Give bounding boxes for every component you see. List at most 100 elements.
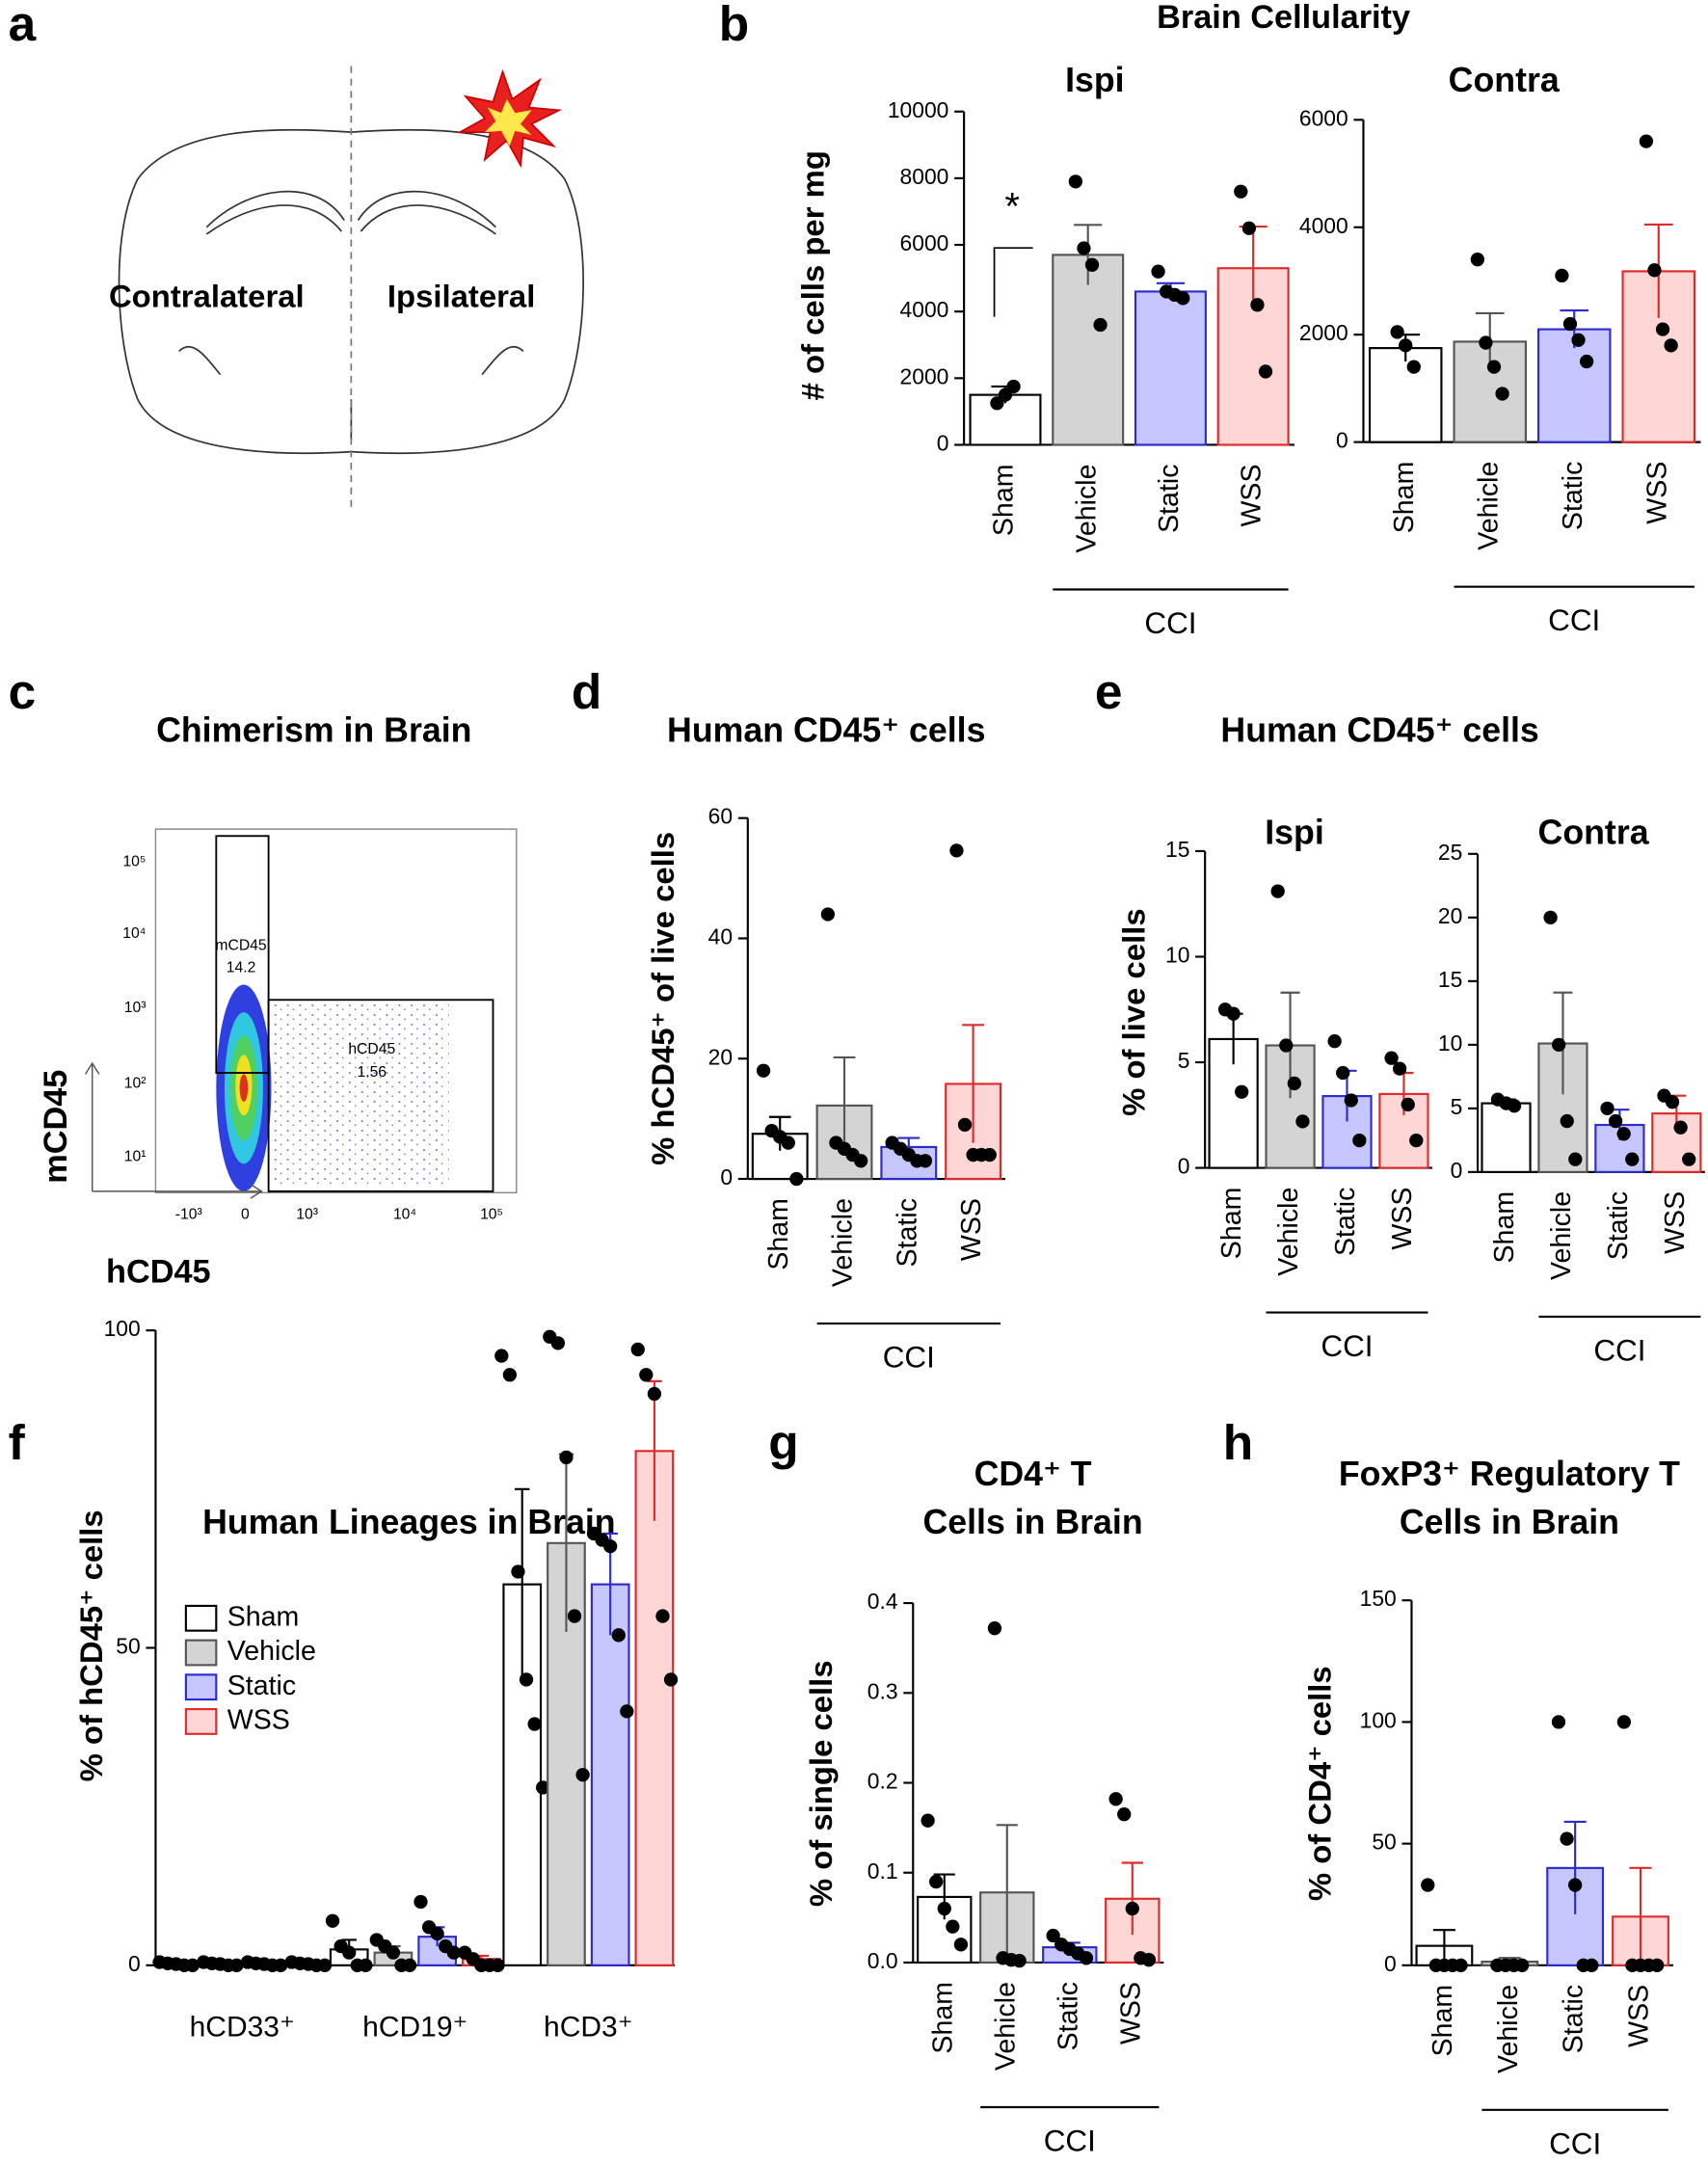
gate	[215, 835, 270, 1074]
x-tick-label: Sham	[1489, 1191, 1520, 1264]
data-point	[1399, 338, 1413, 353]
data-point	[1390, 325, 1404, 339]
flow-tick-label: 10⁵	[122, 854, 146, 870]
data-point	[1655, 322, 1670, 336]
chart-title: Ispi	[1065, 61, 1125, 99]
x-tick-label: Vehicle	[1273, 1188, 1304, 1276]
legend-label: Vehicle	[227, 1636, 316, 1667]
x-tick-label: Static	[1053, 1982, 1083, 2050]
legend-swatch	[184, 1673, 218, 1701]
data-point	[1608, 1113, 1623, 1129]
data-point	[1600, 1101, 1615, 1116]
group-label: CCI	[1548, 603, 1600, 637]
error-bar	[1121, 1861, 1143, 1936]
data-point	[519, 1672, 534, 1687]
flow-tick-label: 10¹	[124, 1148, 147, 1164]
flow-tick-label: 10³	[296, 1206, 318, 1222]
data-point	[342, 1945, 357, 1960]
y-tick-label: 0	[720, 1164, 733, 1189]
x-tick-label: hCD33⁺	[190, 2011, 295, 2043]
y-tick-label: 25	[1438, 840, 1462, 865]
data-point	[1270, 884, 1285, 898]
y-tick-label: 10	[1165, 943, 1189, 968]
bar	[969, 393, 1042, 446]
gate	[267, 999, 494, 1192]
data-point	[185, 1958, 200, 1972]
y-axis-label: % hCD45⁺ of live cells	[645, 832, 681, 1165]
figure-title: Human CD45⁺ cells	[1220, 711, 1538, 750]
data-point	[1543, 910, 1558, 924]
x-tick-label: WSS	[956, 1198, 987, 1261]
data-point	[1647, 263, 1662, 278]
bar	[1481, 1102, 1532, 1173]
data-point	[1295, 1114, 1310, 1129]
error-bar	[1563, 1820, 1587, 1914]
data-point	[502, 1368, 518, 1382]
x-tick-label: WSS	[1115, 1982, 1146, 2045]
y-axis-label: % of live cells	[1115, 908, 1151, 1116]
y-tick-label: 40	[708, 923, 733, 949]
x-tick-label: hCD19⁺	[362, 2011, 467, 2043]
x-tick-label: WSS	[1641, 462, 1672, 524]
data-point	[1258, 364, 1273, 379]
x-tick-label: WSS	[1624, 1985, 1655, 2047]
panel-letter: c	[9, 663, 37, 719]
data-point	[1571, 333, 1586, 347]
data-point	[1479, 335, 1493, 350]
data-point	[1514, 1958, 1530, 1972]
data-point	[949, 843, 964, 858]
bar	[1134, 290, 1207, 446]
x-tick-label: Sham	[1428, 1985, 1458, 2057]
x-tick-label: Static	[1559, 1985, 1589, 2053]
data-point	[1108, 1792, 1123, 1806]
y-axis-label: % of hCD45⁺ cells	[73, 1510, 109, 1781]
data-point	[1665, 1095, 1680, 1109]
bar	[1052, 254, 1125, 446]
data-point	[386, 1945, 401, 1960]
error-bar	[833, 1056, 856, 1154]
data-point	[630, 1342, 645, 1357]
panel-letter: b	[719, 0, 749, 51]
data-point	[1409, 1133, 1424, 1148]
data-point	[1068, 174, 1082, 189]
data-point	[1560, 1831, 1574, 1846]
data-point	[820, 907, 836, 922]
y-tick-label: 4000	[900, 297, 949, 322]
data-point	[536, 1780, 550, 1795]
data-point	[1406, 360, 1421, 374]
data-point	[1084, 257, 1100, 272]
gate-name: mCD45	[215, 938, 266, 954]
group-label: CCI	[1044, 2124, 1096, 2157]
data-point	[756, 1063, 771, 1078]
group-label: CCI	[883, 1340, 935, 1374]
data-point	[918, 1154, 933, 1168]
data-point	[1077, 241, 1091, 255]
data-point	[567, 1609, 582, 1623]
x-tick-label: WSS	[1660, 1191, 1691, 1254]
data-point	[1250, 298, 1265, 312]
data-point	[854, 1154, 868, 1168]
legend-label: WSS	[227, 1704, 290, 1735]
data-point	[987, 1621, 1002, 1636]
gate-value: 1.56	[357, 1064, 387, 1081]
x-tick-label: Vehicle	[1546, 1191, 1577, 1280]
flow-tick-label: 10⁵	[480, 1206, 503, 1222]
data-point	[1650, 1958, 1665, 1972]
y-tick-label: 0	[937, 431, 949, 456]
data-point	[1555, 268, 1569, 283]
x-tick-label: hCD3⁺	[544, 2011, 633, 2043]
panel-letter: g	[768, 1414, 798, 1470]
y-tick-label: 0.0	[867, 1948, 898, 1973]
data-point	[663, 1672, 679, 1687]
y-tick-label: 100	[1360, 1707, 1397, 1732]
x-tick-label: WSS	[1387, 1188, 1418, 1250]
error-bar	[962, 1024, 984, 1143]
data-point	[1336, 1065, 1350, 1081]
legend-swatch	[184, 1708, 218, 1735]
data-point	[1625, 1152, 1640, 1166]
y-tick-label: 100	[104, 1316, 141, 1341]
data-point	[1279, 1038, 1294, 1053]
y-tick-label: 0.2	[867, 1769, 898, 1794]
y-axis-label: % of CD4⁺ cells	[1301, 1666, 1337, 1901]
data-point	[1235, 1084, 1249, 1099]
